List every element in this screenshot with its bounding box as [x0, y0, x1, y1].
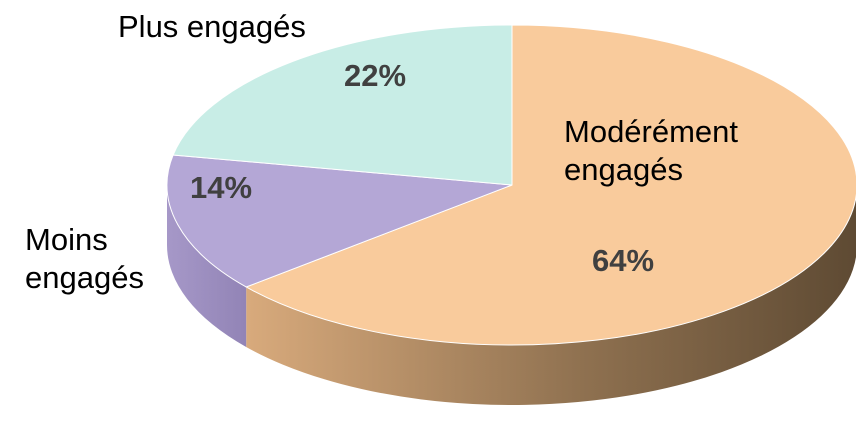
slice: [244, 24, 856, 346]
category-label: Moins engagés: [25, 222, 144, 295]
value-label: 22%: [344, 58, 407, 93]
value-label: 14%: [190, 170, 253, 205]
category-label: Plus engagés: [118, 9, 306, 44]
slice: [172, 24, 513, 186]
slice: [166, 154, 513, 288]
category-label: Modérément engagés: [564, 114, 739, 187]
slice-side: [167, 185, 247, 347]
value-label: 64%: [592, 243, 655, 278]
slice-side: [246, 196, 856, 405]
